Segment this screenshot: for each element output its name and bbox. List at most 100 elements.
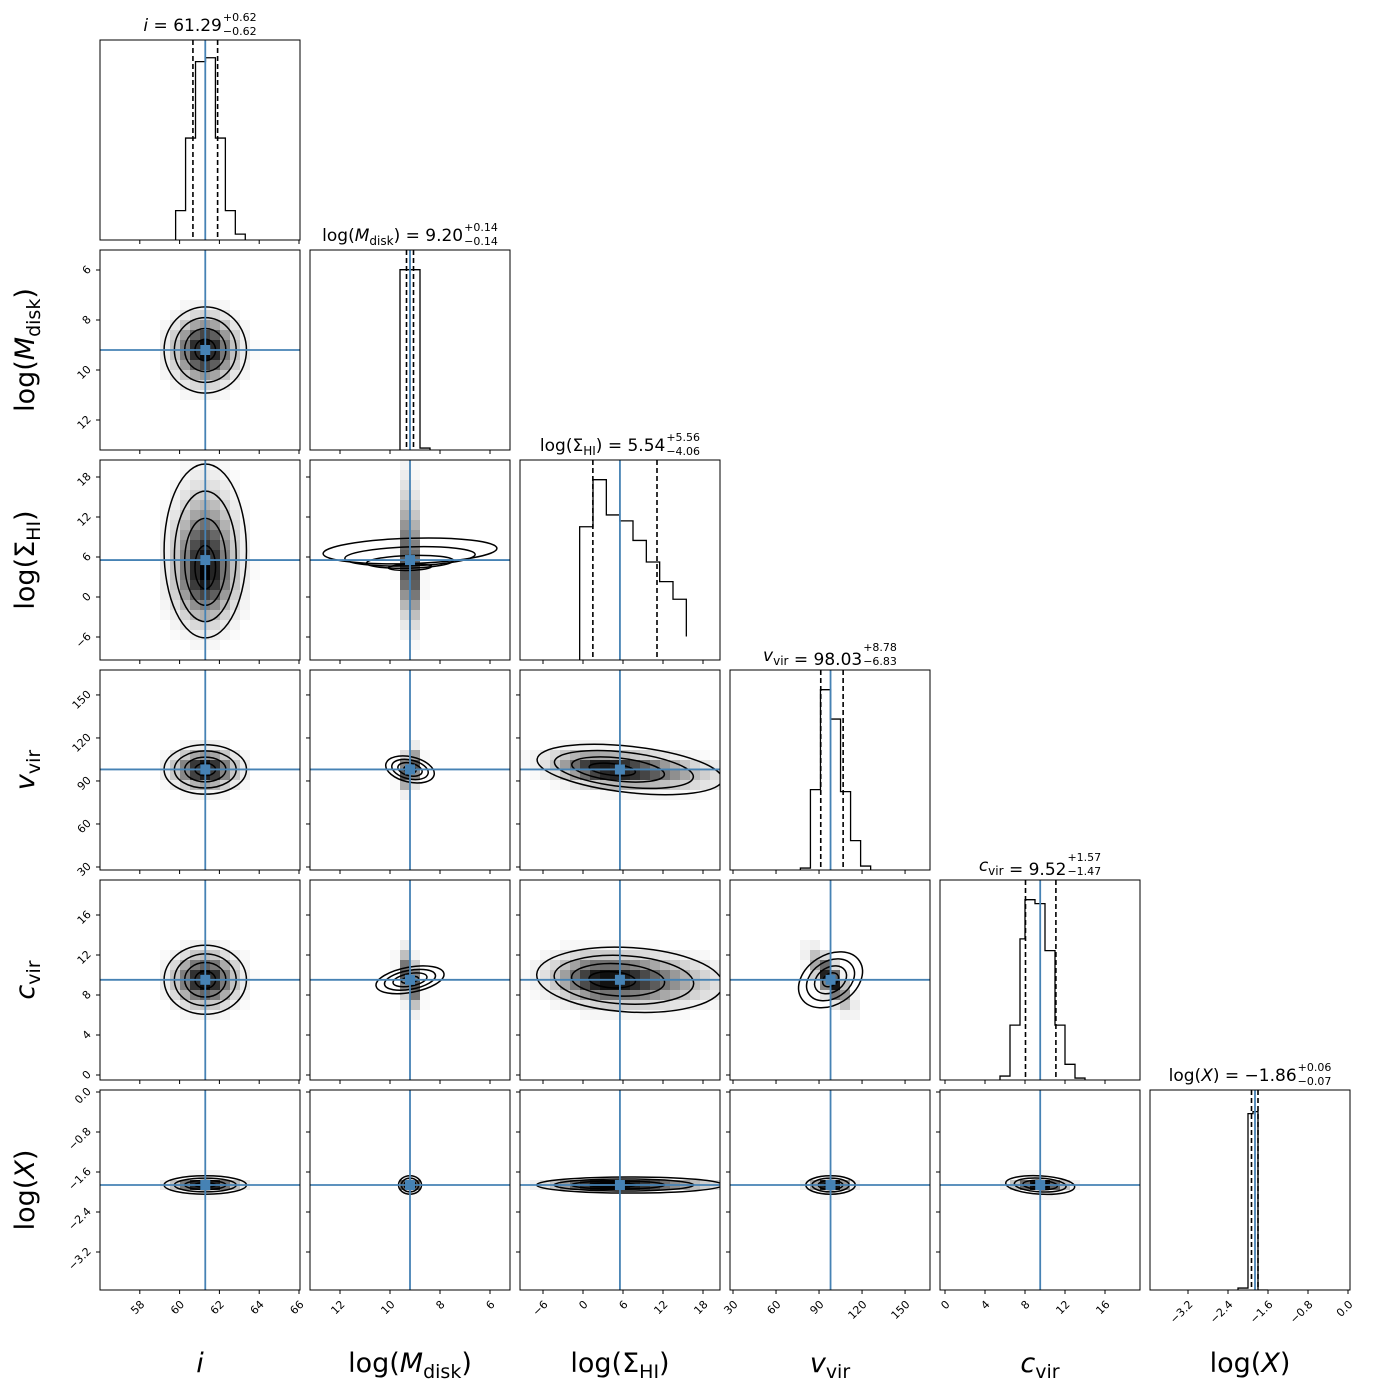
density-cell (390, 950, 400, 960)
density-cell (690, 780, 700, 790)
y-tick-label: 6 (80, 263, 94, 277)
density-cell (240, 500, 250, 510)
density-cell (220, 520, 230, 530)
density-cell (520, 760, 530, 770)
density-cell (180, 460, 190, 470)
y-tick-label: 12 (75, 413, 94, 432)
density-cell (170, 360, 180, 370)
density-cell (210, 330, 220, 340)
density-cell (420, 760, 430, 770)
density-cell (610, 1010, 620, 1020)
density-cell (180, 740, 190, 750)
density-cell (540, 770, 550, 780)
title-plus-error: +0.06 (1298, 1061, 1332, 1074)
density-cell (240, 330, 250, 340)
density-cell (170, 510, 180, 520)
density-cell (550, 980, 560, 990)
density-cell (190, 470, 200, 480)
density-cell (640, 940, 650, 950)
density-cell (390, 550, 400, 560)
density-cell (700, 1000, 710, 1010)
density-cell (590, 750, 600, 760)
density-cell (400, 480, 410, 490)
hist-panel-M_disk: log(Mdisk) = 9.20 +0.14−0.14 (309, 221, 511, 454)
y-axis-label-Sigma_HI: log(ΣHI) (10, 510, 45, 609)
density-cell (170, 520, 180, 530)
density-cell (230, 350, 240, 360)
density-cell (210, 580, 220, 590)
density-cell (210, 360, 220, 370)
density-cell (550, 780, 560, 790)
title-plus-error: +1.57 (1067, 851, 1101, 864)
density-cell (180, 310, 190, 320)
density-cell (570, 770, 580, 780)
density-cell (590, 780, 600, 790)
x-tick-label: −2.4 (1207, 1298, 1235, 1326)
density-cell (690, 990, 700, 1000)
density-cell (400, 490, 410, 500)
histogram-step (1237, 1110, 1268, 1290)
density-cell (230, 550, 240, 560)
density-cell (610, 980, 620, 990)
panel-title: log(Mdisk) = 9.20 (322, 226, 463, 248)
density-cell (660, 990, 670, 1000)
density-cell (580, 940, 590, 950)
density-cell (230, 560, 240, 570)
density-cell (670, 770, 680, 780)
x-tick-label: 120 (846, 1298, 870, 1322)
density-cell (610, 940, 620, 950)
y-tick-label: 0.0 (72, 1085, 94, 1107)
density-cell (410, 610, 420, 620)
density-cell (180, 580, 190, 590)
density-cell (540, 970, 550, 980)
density-cell (700, 750, 710, 760)
density-cell (810, 950, 820, 960)
density-cell (620, 780, 630, 790)
density-cell (230, 600, 240, 610)
density-cell (690, 980, 700, 990)
density-cell (560, 760, 570, 770)
density-cell (220, 480, 230, 490)
x-tick-label: 6 (616, 1298, 630, 1312)
density-cell (210, 370, 220, 380)
density-cell (180, 1190, 190, 1200)
hist-panel-i: i = 61.29 +0.62−0.62 (99, 11, 301, 244)
density-cell (630, 770, 640, 780)
density-cell (180, 630, 190, 640)
density-cell (640, 960, 650, 970)
density-cell (1020, 1170, 1030, 1180)
density-cell (210, 510, 220, 520)
density-cell (220, 490, 230, 500)
density-cell (690, 770, 700, 780)
density-cell (630, 740, 640, 750)
density-cell (210, 460, 220, 470)
density-cell (660, 960, 670, 970)
density-cell (560, 780, 570, 790)
x-axis-label-c_vir: cvir (1020, 1348, 1059, 1383)
density-cell (560, 990, 570, 1000)
density-cell (580, 950, 590, 960)
density-cell (600, 970, 610, 980)
density-cell (650, 780, 660, 790)
density-cell (210, 1010, 220, 1020)
density-cell (230, 360, 240, 370)
x-tick-label: 30 (721, 1298, 740, 1317)
density-cell (520, 750, 530, 760)
density-cell (530, 960, 540, 970)
density-cell (400, 630, 410, 640)
density-cell (420, 590, 430, 600)
x-tick-label: 150 (889, 1298, 913, 1322)
density-cell (620, 790, 630, 800)
density-cell (240, 750, 250, 760)
density-cell (520, 980, 530, 990)
density-cell (210, 610, 220, 620)
contour-panel-M_disk-vs-i: 12 10 8 6 (75, 249, 301, 454)
panel-title: log(X) = −1.86 (1169, 1066, 1297, 1086)
density-cell (700, 770, 710, 780)
density-cell (680, 770, 690, 780)
y-tick-label: 12 (75, 948, 94, 967)
density-cell (230, 750, 240, 760)
density-cell (400, 610, 410, 620)
x-tick-label: 12 (1053, 1298, 1072, 1317)
